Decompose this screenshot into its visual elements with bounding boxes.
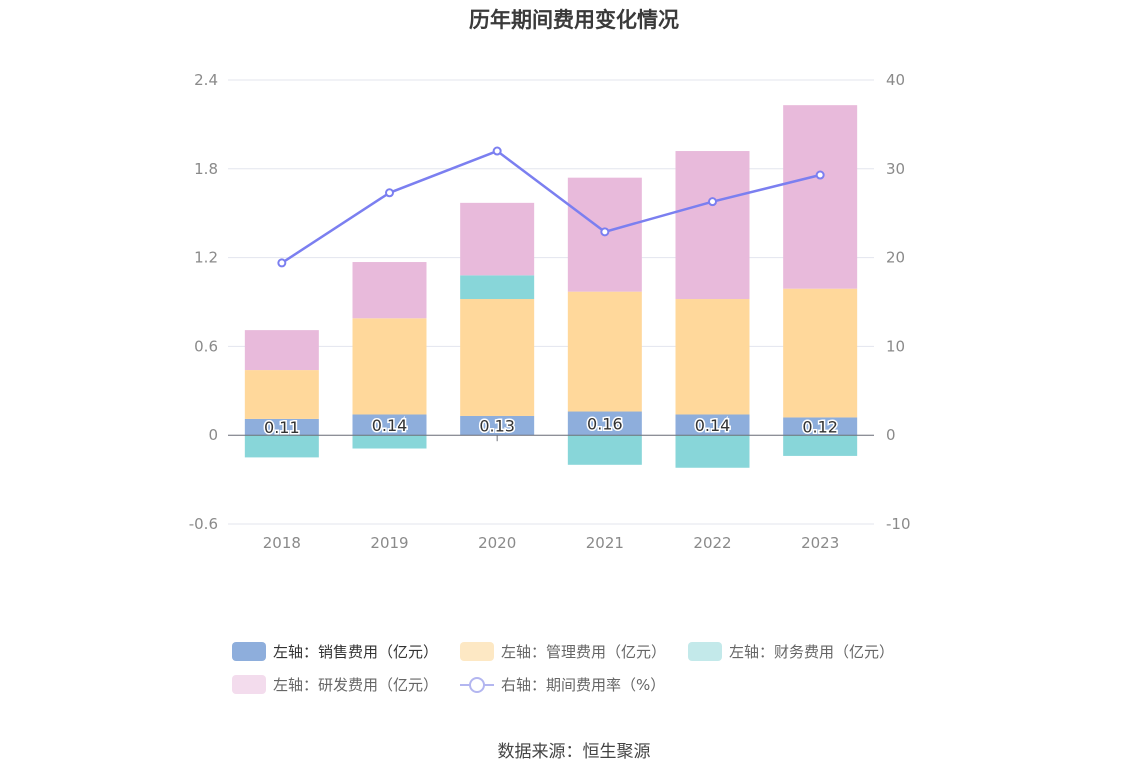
bar-segment-1 [244,418,319,436]
bar-data-label: 0.14 [372,416,408,435]
bar-segment-2 [675,299,750,415]
x-axis-tick-label: 2023 [801,534,839,552]
bar-segment-2 [352,318,427,415]
legend-item-finance[interactable]: 左轴：财务费用（亿元） [688,641,894,662]
x-axis-tick-label: 2020 [478,534,516,552]
legend-swatch-sales [232,642,266,661]
bar-data-label: 0.12 [802,417,838,436]
legend-label-finance: 左轴：财务费用（亿元） [729,643,895,661]
expense-rate-line [281,149,821,264]
expense-rate-point [385,188,394,198]
right-axis-tick-label: 40 [886,71,905,89]
bar-segment-2 [244,370,319,419]
bar-segment-4 [460,202,535,276]
left-axis-tick-label: 1.8 [194,160,218,178]
bar-segment-3 [675,435,750,468]
legend-label-rd: 左轴：研发费用（亿元） [273,676,439,694]
bar-segment-4 [352,262,427,319]
legend-label-sales: 左轴：销售费用（亿元） [273,643,439,661]
bar-segment-4 [675,151,750,300]
legend-swatch-expense-rate [460,675,495,694]
legend-item-sales[interactable]: 左轴：销售费用（亿元） [232,641,438,662]
data-source: 数据来源：恒生聚源 [497,742,651,762]
expense-rate-point [708,197,717,207]
bar-segment-2 [460,299,535,416]
expense-rate-point [815,170,825,180]
bar-data-label: 0.13 [479,417,515,436]
x-axis-tick-label: 2019 [370,534,408,552]
legend-swatch-rd [232,675,266,694]
chart-area: -0.6 -10 0 0 0.6 10 1.2 20 1.8 30 2.4 40 0.11 0.14 0.1… [189,71,911,552]
bar-segment-2 [783,288,858,418]
left-axis-tick-label: 0.6 [194,337,218,355]
bar-segment-1 [783,417,858,436]
legend-item-admin[interactable]: 左轴：管理费用（亿元） [460,641,666,662]
legend-swatch-admin [460,642,495,661]
x-axis-tick-label: 2022 [693,534,731,552]
legend-label-expense-rate: 右轴：期间费用率（%） [501,676,666,694]
bar-segment-4 [244,330,319,371]
right-axis-tick-label: -10 [886,515,911,533]
legend-item-rd[interactable]: 左轴：研发费用（亿元） [232,674,438,695]
chart-title: 历年期间费用变化情况 [469,8,679,32]
bar-segment-2 [567,291,642,412]
expense-rate-point [600,227,610,237]
legend-label-admin: 左轴：管理费用（亿元） [501,643,667,661]
bar-data-label: 0.16 [587,414,623,433]
bar-data-label: 0.14 [695,416,731,435]
bar-segment-1 [352,414,427,436]
bar-segment-1 [675,414,750,436]
bar-segment-3 [783,435,858,456]
bar-segment-1 [460,415,535,436]
right-axis-tick-label: 20 [886,249,905,267]
expense-rate-point [492,146,502,156]
right-axis-tick-label: 0 [886,426,896,444]
left-axis-tick-label: 0 [208,426,218,444]
right-axis-tick-label: 30 [886,160,905,178]
left-axis-tick-label: 1.2 [194,249,218,267]
x-axis-tick-label: 2018 [263,534,301,552]
x-axis-tick-label: 2021 [586,534,624,552]
bar-segment-4 [783,105,858,289]
bar-segment-3 [352,435,427,449]
bar-segment-3 [460,275,535,300]
left-axis-tick-label: -0.6 [189,515,218,533]
bar-segment-3 [244,435,319,458]
bar-segment-3 [567,435,642,465]
right-axis-tick-label: 10 [886,337,905,355]
legend-swatch-finance [688,642,723,661]
legend-item-expense-rate[interactable]: 右轴：期间费用率（%） [460,674,665,695]
expense-rate-point [277,258,287,268]
bar-data-label: 0.11 [264,418,300,437]
bar-segment-1 [567,411,642,436]
left-axis-tick-label: 2.4 [194,71,218,89]
